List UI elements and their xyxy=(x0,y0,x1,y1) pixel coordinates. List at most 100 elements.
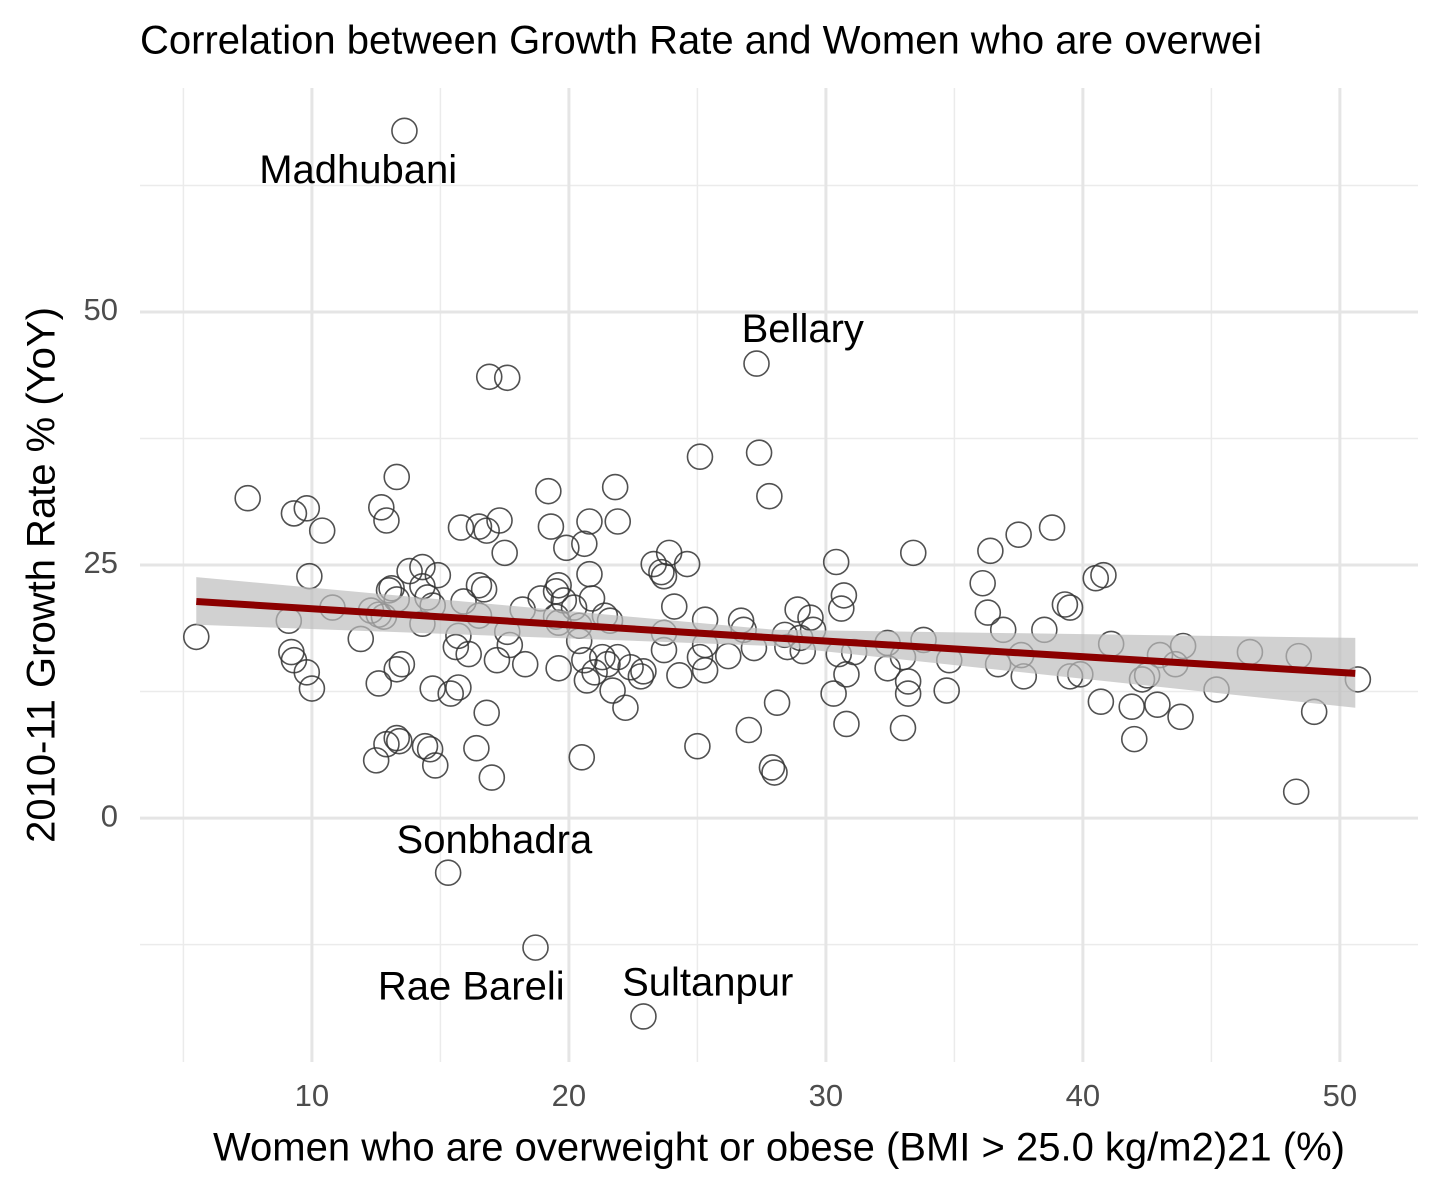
data-point xyxy=(691,656,719,684)
annotation: Rae Bareli xyxy=(378,965,565,1009)
data-point xyxy=(761,759,788,786)
data-point xyxy=(666,662,693,689)
annotation: Madhubani xyxy=(259,148,457,192)
data-point xyxy=(571,530,598,558)
annotation: Sultanpur xyxy=(622,961,793,1005)
data-point xyxy=(630,1003,657,1030)
confidence-band xyxy=(196,577,1356,708)
data-point xyxy=(447,514,475,541)
data-point xyxy=(684,732,711,760)
data-point xyxy=(465,571,493,599)
x-tick-label: 50 xyxy=(1323,1078,1357,1113)
data-point xyxy=(373,507,400,534)
data-point xyxy=(463,734,490,762)
data-point xyxy=(493,364,521,392)
y-tick-label: 0 xyxy=(101,798,118,833)
data-point xyxy=(974,599,1002,626)
data-point xyxy=(424,561,452,589)
data-point xyxy=(383,463,411,491)
x-tick-label: 10 xyxy=(295,1078,329,1113)
data-point xyxy=(386,727,413,755)
data-point xyxy=(673,550,701,578)
data-point xyxy=(604,508,632,535)
data-point xyxy=(486,507,513,534)
data-point xyxy=(442,633,470,661)
data-point xyxy=(535,477,562,505)
data-point xyxy=(1282,778,1310,806)
data-point xyxy=(756,482,783,510)
data-point xyxy=(491,539,518,567)
data-point xyxy=(617,653,644,681)
data-point xyxy=(933,677,960,704)
data-point xyxy=(545,571,572,599)
data-point xyxy=(1056,594,1084,621)
annotation: Sonbhadra xyxy=(397,818,593,862)
y-tick-label: 25 xyxy=(84,545,118,580)
data-point xyxy=(1120,725,1148,753)
data-point xyxy=(308,517,336,544)
data-point xyxy=(553,534,580,562)
chart-title: Correlation between Growth Rate and Wome… xyxy=(140,19,1262,63)
data-point xyxy=(630,658,657,685)
data-point xyxy=(522,934,549,961)
data-point xyxy=(599,677,626,704)
data-point xyxy=(714,642,742,670)
data-point xyxy=(830,582,858,609)
x-tick-label: 30 xyxy=(809,1078,843,1113)
data-point xyxy=(822,548,850,576)
data-point xyxy=(784,596,811,623)
data-point xyxy=(1087,688,1115,715)
x-axis-title: Women who are overweight or obese (BMI >… xyxy=(213,1126,1345,1170)
data-point xyxy=(368,494,395,521)
data-point xyxy=(686,643,714,671)
data-point xyxy=(1118,693,1146,721)
data-point xyxy=(581,659,608,686)
data-point xyxy=(1038,514,1066,541)
data-point xyxy=(573,667,601,694)
data-point xyxy=(601,473,629,501)
data-point xyxy=(465,513,493,540)
data-point xyxy=(568,744,596,771)
y-axis-title: 2010-11 Growth Rate % (YoY) xyxy=(20,307,64,843)
data-point xyxy=(388,650,416,678)
data-point xyxy=(478,764,506,791)
y-tick-label: 50 xyxy=(84,292,118,327)
data-point xyxy=(416,735,444,763)
data-point xyxy=(833,710,860,738)
data-point xyxy=(409,553,436,581)
data-point xyxy=(763,689,791,716)
data-point xyxy=(437,680,464,707)
data-point xyxy=(445,674,472,701)
data-point xyxy=(455,640,482,668)
data-point xyxy=(660,593,688,620)
data-point xyxy=(589,643,616,671)
data-point xyxy=(820,680,847,707)
data-point xyxy=(899,539,927,567)
data-point xyxy=(362,747,390,774)
x-tick-label: 40 xyxy=(1066,1078,1100,1113)
data-point xyxy=(421,752,449,779)
data-point xyxy=(475,363,503,391)
data-point xyxy=(537,513,565,540)
data-point xyxy=(1051,591,1079,618)
annotation: Bellary xyxy=(742,307,864,351)
data-point xyxy=(894,680,922,707)
data-point xyxy=(527,585,554,612)
data-point xyxy=(298,675,326,702)
data-point xyxy=(745,439,773,466)
data-point xyxy=(1167,703,1194,731)
data-point xyxy=(828,595,855,622)
data-point xyxy=(473,699,500,727)
data-point xyxy=(578,585,606,612)
data-point xyxy=(383,724,411,752)
data-point xyxy=(182,623,210,651)
data-point xyxy=(434,859,462,887)
data-point xyxy=(419,675,447,702)
data-point xyxy=(293,659,321,686)
data-point xyxy=(234,484,261,512)
data-point xyxy=(365,670,393,697)
data-point xyxy=(650,562,678,590)
data-point xyxy=(396,557,423,585)
data-point xyxy=(1090,561,1117,589)
